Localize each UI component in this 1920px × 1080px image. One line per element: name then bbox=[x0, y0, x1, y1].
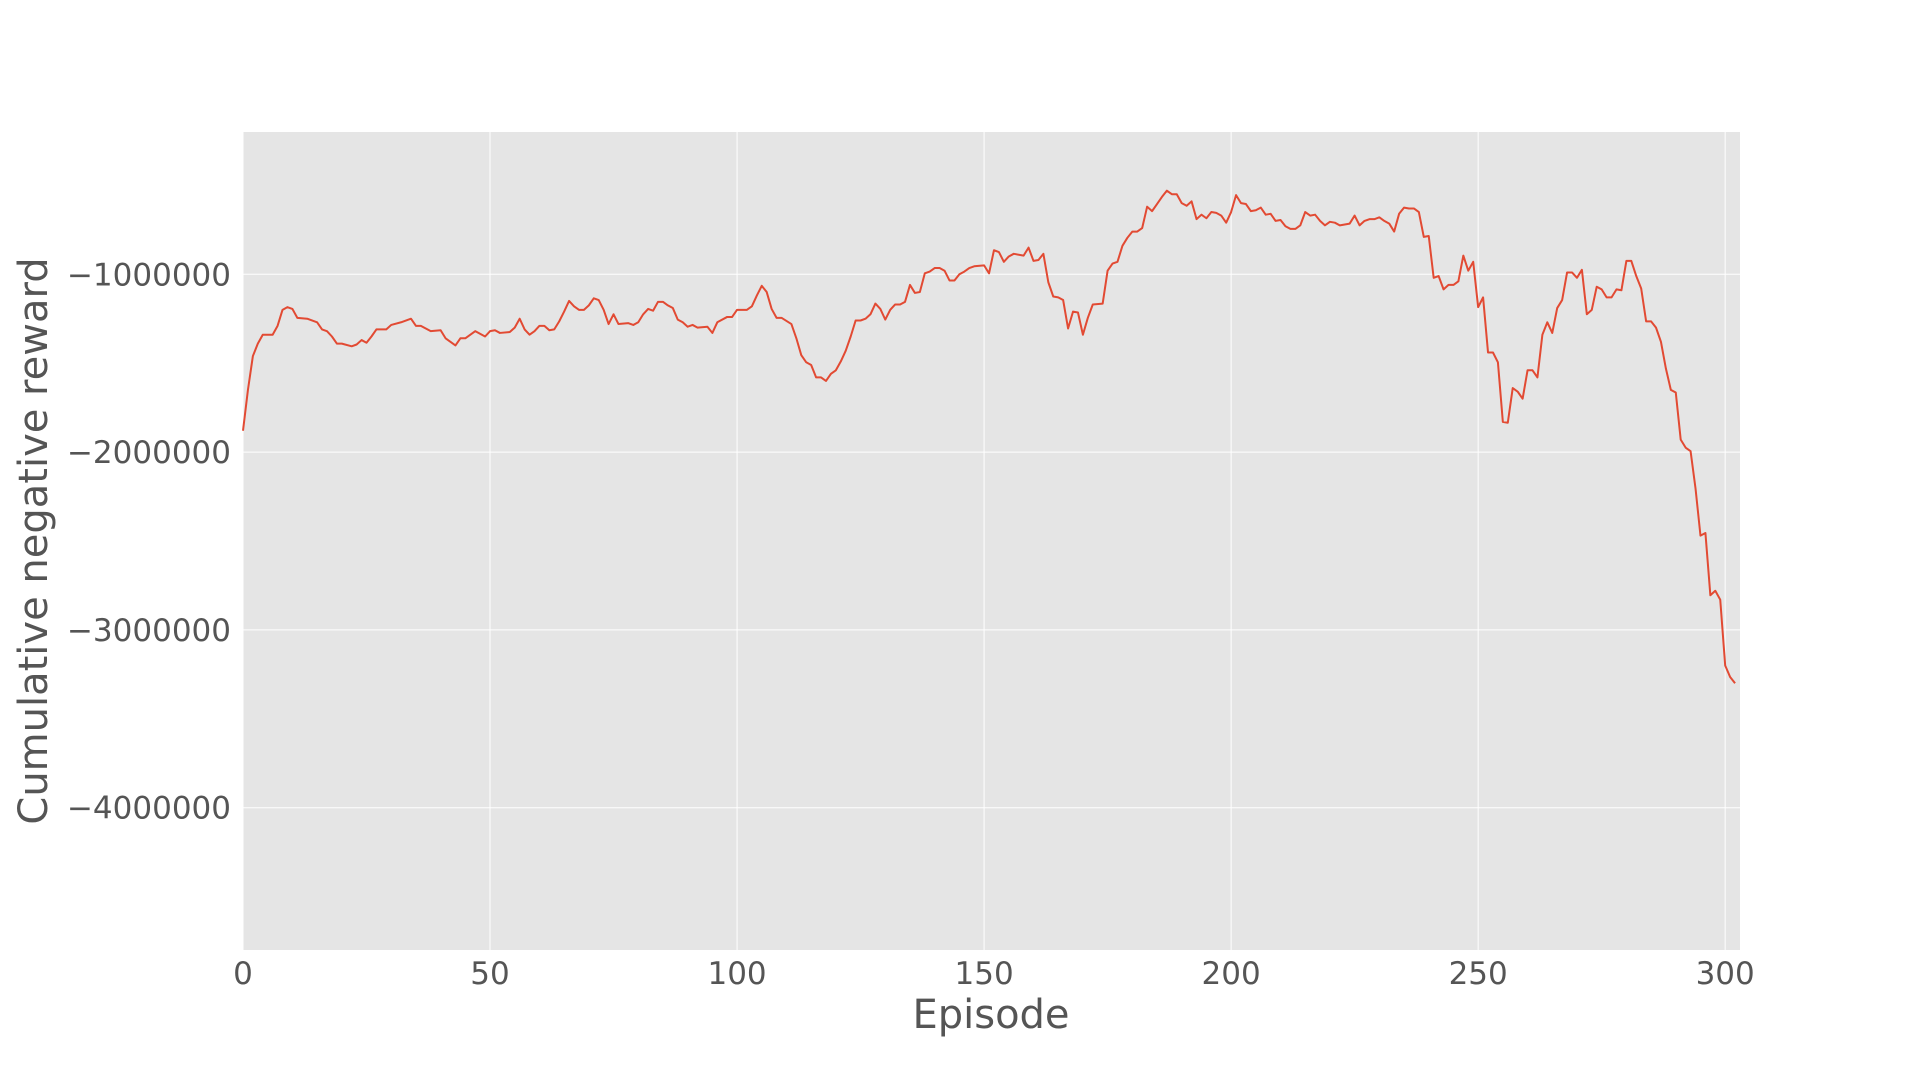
y-axis-ticks: −1000000 −2000000 −3000000 −4000000 bbox=[67, 257, 231, 826]
y-tick-label: −4000000 bbox=[67, 791, 231, 827]
x-tick-label: 0 bbox=[233, 956, 253, 992]
y-tick-label: −1000000 bbox=[67, 257, 231, 293]
grid-lines bbox=[242, 132, 1740, 950]
x-tick-label: 300 bbox=[1696, 956, 1755, 992]
x-tick-label: 200 bbox=[1202, 956, 1261, 992]
x-tick-label: 250 bbox=[1449, 956, 1508, 992]
y-tick-label: −2000000 bbox=[67, 435, 231, 471]
x-tick-label: 100 bbox=[707, 956, 766, 992]
y-tick-label: −3000000 bbox=[67, 613, 231, 649]
x-tick-label: 150 bbox=[955, 956, 1014, 992]
plot-area bbox=[243, 132, 1740, 950]
y-axis-label: Cumulative negative reward bbox=[11, 257, 57, 824]
x-axis-label: Episode bbox=[912, 992, 1069, 1038]
x-tick-label: 50 bbox=[470, 956, 509, 992]
x-axis-ticks: 0 50 100 150 200 250 300 bbox=[233, 956, 1755, 992]
reward-series-line bbox=[242, 189, 1736, 684]
